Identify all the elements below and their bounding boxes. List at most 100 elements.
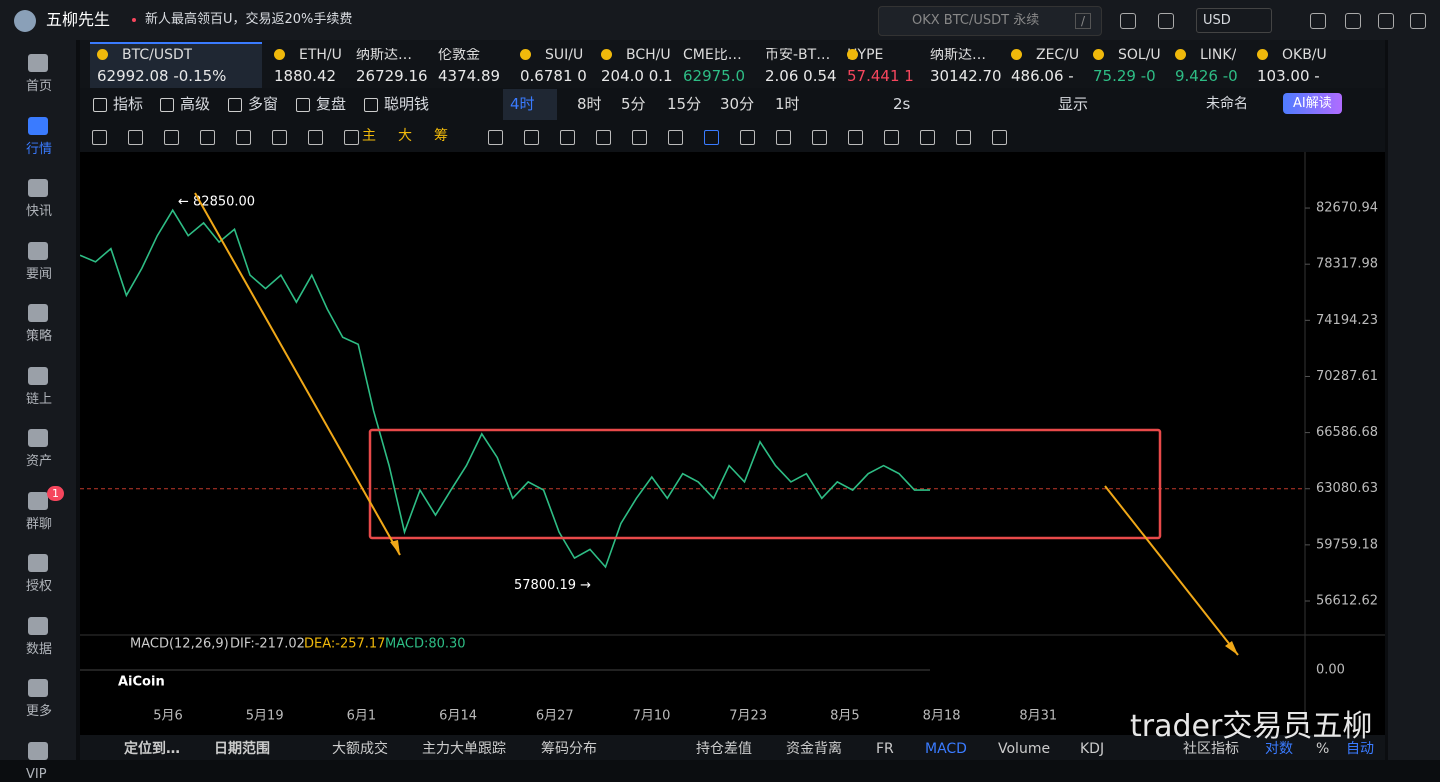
bottom-item[interactable]: 筹码分布 <box>541 741 597 757</box>
interval[interactable]: 4时 <box>510 95 535 113</box>
draw-tool[interactable] <box>92 130 107 145</box>
draw-tool[interactable] <box>596 130 611 145</box>
tab-price[interactable]: 103.00 - <box>1257 69 1320 84</box>
sidebar-icon[interactable] <box>28 554 48 572</box>
draw-tool[interactable] <box>848 130 863 145</box>
sidebar-icon[interactable] <box>28 366 48 385</box>
draw-tool[interactable] <box>488 130 503 145</box>
icon[interactable] <box>1410 13 1426 29</box>
draw-tool[interactable] <box>632 130 647 145</box>
tab-price[interactable]: 1880.42 <box>274 69 337 84</box>
tab-name[interactable]: 纳斯达… <box>356 48 412 62</box>
draw-tool[interactable] <box>200 130 215 145</box>
tab-name[interactable]: LINK/ <box>1200 48 1237 62</box>
interval[interactable]: 15分 <box>667 95 702 113</box>
ai-button[interactable]: AI解读 <box>1283 93 1342 114</box>
search-box[interactable] <box>878 6 1102 36</box>
bottom-item[interactable]: 定位到… <box>124 741 180 757</box>
tool[interactable]: 高级 <box>180 95 211 113</box>
sidebar-label[interactable]: 行情 <box>26 141 53 157</box>
draw-tool[interactable] <box>236 130 251 145</box>
currency[interactable]: USD <box>1196 8 1272 33</box>
draw-tool[interactable] <box>884 130 899 145</box>
tab-name[interactable]: ETH/U <box>299 48 342 62</box>
bottom-item[interactable]: 自动 <box>1346 741 1374 757</box>
tab-price[interactable]: 0.6781 0 <box>520 69 587 84</box>
sidebar-icon[interactable] <box>28 241 48 260</box>
tab-price[interactable]: 4374.89 <box>438 69 501 84</box>
tab-name[interactable]: CME比… <box>683 48 742 62</box>
layout[interactable]: 未命名 <box>1206 96 1248 112</box>
draw-tool-text[interactable]: 主 <box>362 128 376 144</box>
sidebar-icon[interactable] <box>28 616 48 635</box>
tab-price[interactable]: 2.06 0.54 <box>765 69 837 84</box>
draw-tool-text[interactable]: 筹 <box>434 128 448 144</box>
draw-tool[interactable] <box>164 130 179 145</box>
interval[interactable]: 1时 <box>775 95 800 113</box>
bottom-item[interactable]: 大额成交 <box>332 741 388 757</box>
icon[interactable] <box>1310 13 1326 29</box>
bottom-item[interactable]: Volume <box>998 741 1051 757</box>
bottom-item[interactable]: 日期范围 <box>214 741 270 757</box>
tab-name[interactable]: 伦敦金 <box>438 48 480 62</box>
tool[interactable]: 复盘 <box>316 95 347 113</box>
sidebar-icon[interactable] <box>28 54 48 72</box>
icon[interactable] <box>1158 13 1174 29</box>
bottom-item[interactable]: 社区指标 <box>1183 741 1239 757</box>
interval[interactable]: 30分 <box>720 95 755 113</box>
bottom-item[interactable]: 资金背离 <box>786 741 842 757</box>
draw-tool[interactable] <box>560 130 575 145</box>
sidebar-icon[interactable] <box>28 741 48 760</box>
draw-tool[interactable] <box>704 130 719 145</box>
tab-price[interactable]: 30142.70 <box>930 69 1002 84</box>
sidebar-label[interactable]: 更多 <box>26 704 53 719</box>
draw-tool[interactable] <box>992 130 1007 145</box>
sidebar-label[interactable]: 链上 <box>26 391 53 407</box>
sidebar-label[interactable]: 数据 <box>26 641 53 657</box>
tab-name[interactable]: 纳斯达… <box>930 48 986 62</box>
draw-tool[interactable] <box>128 130 143 145</box>
bottom-item[interactable]: 对数 <box>1265 741 1293 757</box>
tab-price[interactable]: 26729.16 <box>356 69 428 84</box>
draw-tool[interactable] <box>740 130 755 145</box>
avatar[interactable] <box>14 10 36 32</box>
sidebar-icon[interactable] <box>28 491 48 510</box>
bottom-item[interactable]: 持仓差值 <box>696 741 752 757</box>
tab-name[interactable]: SUI/U <box>545 48 584 62</box>
sidebar-label[interactable]: 要闻 <box>26 266 53 282</box>
sidebar-label[interactable]: 授权 <box>26 579 53 594</box>
sidebar-label[interactable]: 资产 <box>26 454 53 469</box>
icon[interactable] <box>1120 13 1136 29</box>
tool[interactable]: 聪明钱 <box>384 95 430 113</box>
bottom-item[interactable]: MACD <box>925 741 967 757</box>
sidebar-icon[interactable] <box>28 304 48 322</box>
bottom-item[interactable]: 主力大单跟踪 <box>422 741 506 757</box>
draw-tool[interactable] <box>668 130 683 145</box>
tool[interactable]: 指标 <box>113 95 144 113</box>
interval[interactable]: 5分 <box>621 95 646 113</box>
draw-tool[interactable] <box>920 130 935 145</box>
interval[interactable]: 8时 <box>577 95 602 113</box>
draw-tool[interactable] <box>524 130 539 145</box>
draw-tool[interactable] <box>344 130 359 145</box>
icon[interactable] <box>1345 13 1361 29</box>
sidebar-label[interactable]: 群聊 <box>26 516 53 532</box>
sidebar-icon[interactable] <box>28 679 48 697</box>
tool[interactable]: 多窗 <box>248 95 279 113</box>
tab-price[interactable]: 62992.08 -0.15% <box>97 69 227 84</box>
tab-price[interactable]: 204.0 0.1 <box>601 69 673 84</box>
sidebar-label[interactable]: 首页 <box>26 79 53 94</box>
bottom-item[interactable]: FR <box>876 741 894 757</box>
draw-tool[interactable] <box>812 130 827 145</box>
draw-tool-text[interactable]: 大 <box>398 128 412 144</box>
notice[interactable]: 新人最高领百U，交易返20%手续费 <box>145 12 353 27</box>
display[interactable]: 显示 <box>1058 95 1089 113</box>
draw-tool[interactable] <box>956 130 971 145</box>
tab-price[interactable]: 57.441 1 <box>847 69 914 84</box>
sidebar-icon[interactable] <box>28 116 48 135</box>
draw-tool[interactable] <box>272 130 287 145</box>
tab-name[interactable]: SOL/U <box>1118 48 1161 62</box>
sidebar-label[interactable]: VIP <box>26 766 47 782</box>
tab-name[interactable]: BCH/U <box>626 48 671 62</box>
tab-name[interactable]: 币安-BT… <box>765 48 831 62</box>
